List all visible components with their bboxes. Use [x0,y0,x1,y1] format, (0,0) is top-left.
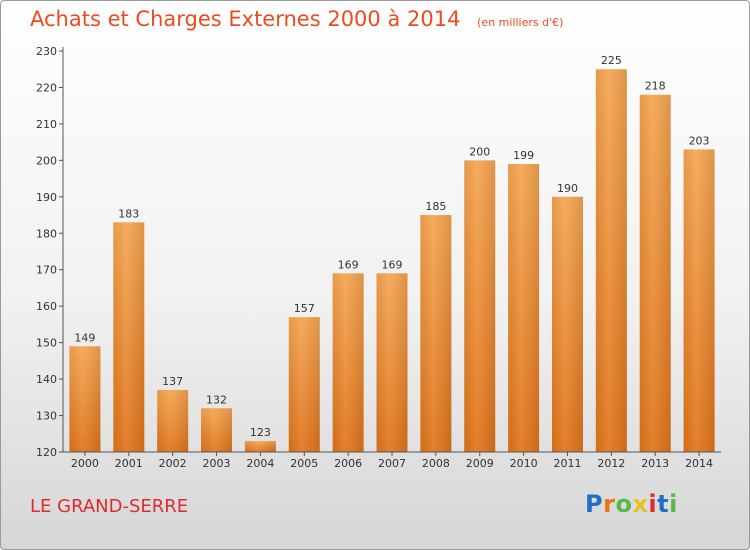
value-label-2000: 149 [74,331,95,344]
y-tick-label-130: 130 [36,410,57,423]
value-label-2006: 169 [338,258,359,271]
value-label-2014: 203 [689,134,710,147]
value-label-2008: 185 [425,200,446,213]
logo-letter: r [603,490,616,518]
bar-shade-2010 [508,164,540,452]
bar-shade-2009 [464,160,496,452]
logo-letter: x [632,490,649,518]
bar-shade-2004 [244,441,276,452]
bar-shade-2006 [332,273,364,452]
logo-letter: P [585,490,604,518]
x-tick-label-2006: 2006 [334,457,362,470]
y-tick-label-200: 200 [36,154,57,167]
chart-title: Achats et Charges Externes 2000 à 2014 (… [30,7,563,31]
x-tick-label-2002: 2002 [159,457,187,470]
chart-subtitle: (en milliers d'€) [477,16,564,29]
bar-shade-2008 [420,215,452,452]
bar-shade-2002 [157,390,189,452]
logo-letter: i [669,490,678,518]
bar-shade-2011 [551,196,583,452]
chart-title-text: Achats et Charges Externes 2000 à 2014 [30,7,461,31]
x-tick-label-2007: 2007 [378,457,406,470]
value-label-2005: 157 [294,302,315,315]
bar-shade-2013 [639,94,671,452]
bar-shade-2012 [595,69,627,453]
x-tick-label-2000: 2000 [71,457,99,470]
value-label-2001: 183 [118,207,139,220]
proxiti-logo: Proxiti [585,490,678,518]
x-tick-label-2012: 2012 [597,457,625,470]
x-tick-label-2003: 2003 [203,457,231,470]
x-tick-label-2013: 2013 [641,457,669,470]
y-tick-label-180: 180 [36,227,57,240]
x-tick-label-2004: 2004 [246,457,274,470]
value-label-2012: 225 [601,54,622,67]
place-label: LE GRAND-SERRE [30,496,189,517]
y-tick-label-210: 210 [36,118,57,131]
y-tick-label-220: 220 [36,81,57,94]
bar-shade-2001 [113,222,145,452]
x-tick-label-2011: 2011 [553,457,581,470]
value-label-2004: 123 [250,426,271,439]
y-tick-label-230: 230 [36,45,57,58]
bar-shade-2005 [288,317,320,452]
y-tick-label-160: 160 [36,300,57,313]
y-tick-label-140: 140 [36,373,57,386]
logo-letter: t [657,490,670,518]
x-tick-label-2009: 2009 [466,457,494,470]
logo-letter: i [648,490,658,518]
y-tick-label-190: 190 [36,191,57,204]
logo-letter: o [615,490,633,518]
value-label-2007: 169 [382,258,403,271]
y-tick-label-170: 170 [36,264,57,277]
value-label-2003: 132 [206,393,227,406]
value-label-2011: 190 [557,182,578,195]
value-label-2013: 218 [645,80,666,93]
bar-shade-2000 [69,346,101,452]
bar-shade-2007 [376,273,408,452]
bar-shade-2014 [683,149,715,452]
x-tick-label-2014: 2014 [685,457,713,470]
value-label-2009: 200 [469,145,490,158]
y-tick-label-150: 150 [36,337,57,350]
x-tick-label-2001: 2001 [115,457,143,470]
x-tick-label-2008: 2008 [422,457,450,470]
x-tick-label-2005: 2005 [290,457,318,470]
y-tick-label-120: 120 [36,446,57,459]
x-tick-label-2010: 2010 [510,457,538,470]
value-label-2002: 137 [162,375,183,388]
value-label-2010: 199 [513,149,534,162]
bar-shade-2003 [201,408,233,452]
